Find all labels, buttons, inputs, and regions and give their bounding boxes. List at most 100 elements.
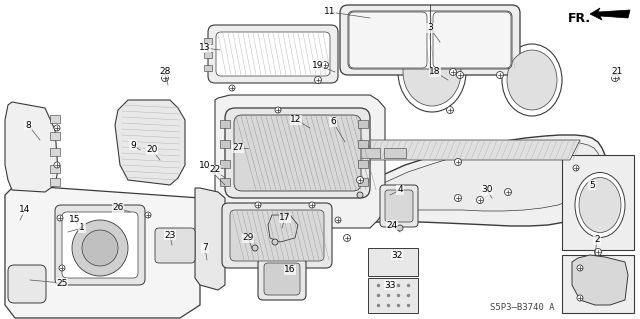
Circle shape [497, 71, 504, 78]
Text: 19: 19 [312, 61, 324, 70]
Circle shape [577, 295, 583, 301]
FancyBboxPatch shape [264, 263, 300, 295]
FancyBboxPatch shape [8, 265, 46, 303]
Circle shape [252, 245, 258, 251]
Polygon shape [195, 188, 225, 290]
Text: 8: 8 [25, 121, 31, 130]
Bar [358, 178, 368, 186]
Bar [220, 120, 230, 128]
Circle shape [72, 220, 128, 276]
FancyBboxPatch shape [225, 108, 370, 198]
Circle shape [82, 230, 118, 266]
FancyBboxPatch shape [155, 228, 195, 263]
FancyBboxPatch shape [216, 32, 330, 76]
Bar [562, 155, 634, 250]
Text: 2: 2 [594, 235, 600, 244]
FancyBboxPatch shape [208, 25, 338, 83]
Text: 7: 7 [202, 243, 208, 253]
Circle shape [595, 249, 602, 256]
Text: 9: 9 [130, 140, 136, 150]
Ellipse shape [502, 44, 562, 116]
Circle shape [57, 215, 63, 221]
Bar [332, 148, 354, 158]
Circle shape [356, 176, 364, 183]
Circle shape [335, 217, 341, 223]
Circle shape [59, 265, 65, 271]
FancyBboxPatch shape [55, 205, 145, 285]
Text: 28: 28 [159, 68, 171, 77]
Text: 3: 3 [427, 24, 433, 33]
Bar [368, 278, 418, 313]
Text: 22: 22 [209, 166, 221, 174]
Bar [50, 115, 60, 123]
Circle shape [255, 202, 261, 208]
Circle shape [447, 107, 454, 114]
Bar [368, 248, 418, 276]
Polygon shape [115, 100, 185, 185]
FancyBboxPatch shape [234, 115, 361, 191]
Text: 20: 20 [147, 145, 157, 154]
FancyBboxPatch shape [380, 185, 418, 227]
FancyBboxPatch shape [433, 12, 511, 68]
Text: 1: 1 [79, 224, 85, 233]
FancyBboxPatch shape [222, 203, 332, 268]
Circle shape [314, 77, 321, 84]
Text: 23: 23 [164, 231, 176, 240]
Bar [50, 165, 60, 173]
Circle shape [145, 212, 151, 218]
Bar [220, 160, 230, 168]
Circle shape [229, 85, 235, 91]
Bar [358, 120, 368, 128]
Circle shape [309, 202, 315, 208]
Ellipse shape [398, 32, 466, 112]
Text: 27: 27 [232, 144, 244, 152]
Text: 21: 21 [611, 68, 623, 77]
FancyBboxPatch shape [62, 212, 138, 278]
Circle shape [449, 69, 456, 76]
Text: 30: 30 [481, 186, 493, 195]
FancyBboxPatch shape [348, 11, 512, 69]
Text: 15: 15 [69, 216, 81, 225]
Circle shape [272, 239, 278, 245]
Circle shape [161, 75, 168, 81]
Circle shape [397, 225, 403, 231]
Polygon shape [5, 185, 200, 318]
Polygon shape [318, 142, 600, 250]
Text: 18: 18 [429, 68, 441, 77]
Circle shape [577, 265, 583, 271]
Circle shape [275, 107, 281, 113]
Circle shape [611, 75, 618, 81]
Circle shape [477, 197, 483, 204]
Ellipse shape [403, 38, 461, 106]
Polygon shape [312, 140, 580, 160]
Text: 17: 17 [279, 213, 291, 222]
Text: 16: 16 [284, 265, 296, 275]
Text: 12: 12 [291, 115, 301, 124]
FancyBboxPatch shape [258, 258, 306, 300]
Text: 32: 32 [391, 250, 403, 259]
Polygon shape [215, 95, 385, 228]
Polygon shape [572, 255, 628, 305]
Circle shape [344, 234, 351, 241]
Circle shape [573, 165, 579, 171]
Text: 6: 6 [330, 117, 336, 127]
FancyBboxPatch shape [340, 5, 520, 75]
Text: 29: 29 [243, 234, 253, 242]
FancyBboxPatch shape [349, 12, 427, 68]
Bar [562, 255, 634, 313]
Text: 33: 33 [384, 280, 396, 290]
Circle shape [456, 71, 463, 78]
Bar [384, 148, 406, 158]
Bar [358, 160, 368, 168]
Text: 11: 11 [324, 8, 336, 17]
Bar [358, 148, 380, 158]
Polygon shape [308, 135, 610, 265]
Bar [204, 65, 212, 71]
Text: 14: 14 [19, 205, 31, 214]
Text: 4: 4 [397, 186, 403, 195]
FancyBboxPatch shape [385, 190, 413, 222]
Text: 5: 5 [589, 181, 595, 189]
Text: 24: 24 [387, 220, 397, 229]
Bar [358, 140, 368, 148]
Bar [50, 148, 60, 156]
